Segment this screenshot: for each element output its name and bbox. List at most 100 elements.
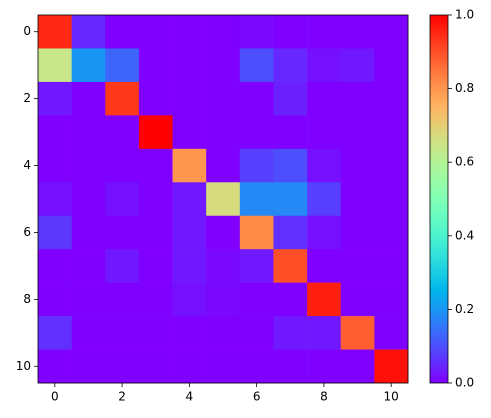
heatmap-cell bbox=[273, 48, 308, 83]
heatmap-cell bbox=[71, 81, 106, 116]
heatmap-cell bbox=[374, 316, 409, 350]
heatmap-cell bbox=[374, 81, 409, 116]
heatmap-cell bbox=[105, 48, 140, 83]
heatmap-cell bbox=[374, 282, 409, 317]
y-tick-label: 2 bbox=[23, 91, 31, 105]
heatmap-cell bbox=[138, 316, 173, 350]
heatmap-cell bbox=[206, 349, 241, 384]
heatmap-cell bbox=[105, 282, 140, 317]
heatmap-cell bbox=[172, 282, 207, 317]
heatmap-cell bbox=[38, 182, 72, 217]
y-tick-label: 4 bbox=[23, 158, 31, 172]
heatmap-cell bbox=[374, 182, 409, 217]
heatmap-cell bbox=[340, 115, 375, 150]
heatmap-cell bbox=[206, 15, 241, 49]
colorbar-tick-label: 0.0 bbox=[455, 376, 474, 390]
heatmap-cell bbox=[105, 182, 140, 217]
heatmap-cell bbox=[239, 316, 274, 350]
heatmap-cell bbox=[105, 115, 140, 150]
heatmap-cell bbox=[172, 148, 207, 183]
colorbar-tick-label: 1.0 bbox=[455, 8, 474, 22]
heatmap-cell bbox=[340, 15, 375, 49]
heatmap-cell bbox=[239, 15, 274, 49]
heatmap-cell bbox=[38, 48, 72, 83]
heatmap-cell bbox=[71, 148, 106, 183]
heatmap-cell bbox=[105, 249, 140, 283]
heatmap-cell bbox=[374, 249, 409, 283]
heatmap-cell bbox=[273, 182, 308, 217]
heatmap-cell bbox=[307, 349, 342, 384]
heatmap-cell bbox=[307, 215, 342, 250]
heatmap-cell bbox=[340, 215, 375, 250]
heatmap-cell bbox=[307, 115, 342, 150]
heatmap-cell bbox=[340, 182, 375, 217]
y-tick-label: 0 bbox=[23, 24, 31, 38]
heatmap-cell bbox=[105, 349, 140, 384]
heatmap-cell bbox=[38, 282, 72, 317]
heatmap-cell bbox=[71, 115, 106, 150]
heatmap-cell bbox=[206, 282, 241, 317]
heatmap-cell bbox=[38, 249, 72, 283]
heatmap-cell bbox=[239, 182, 274, 217]
heatmap-cell bbox=[206, 215, 241, 250]
colorbar-tick-label: 0.8 bbox=[455, 81, 474, 95]
heatmap-cell bbox=[239, 249, 274, 283]
colorbar-tick-label: 0.6 bbox=[455, 155, 474, 169]
heatmap-cell bbox=[172, 115, 207, 150]
heatmap-cell bbox=[38, 115, 72, 150]
heatmap-cell bbox=[138, 182, 173, 217]
heatmap-cell bbox=[307, 15, 342, 49]
heatmap-cell bbox=[138, 148, 173, 183]
heatmap-cell bbox=[340, 148, 375, 183]
x-tick-label: 8 bbox=[320, 390, 328, 404]
heatmap-cell bbox=[138, 81, 173, 116]
heatmap-cell bbox=[172, 15, 207, 49]
heatmap-cell bbox=[273, 81, 308, 116]
heatmap-cell bbox=[105, 15, 140, 49]
heatmap-cell bbox=[71, 349, 106, 384]
heatmap-cell bbox=[105, 215, 140, 250]
heatmap-cell bbox=[307, 81, 342, 116]
heatmap-cell bbox=[172, 182, 207, 217]
heatmap-cell bbox=[172, 249, 207, 283]
heatmap-cell bbox=[172, 215, 207, 250]
heatmap-cell bbox=[307, 282, 342, 317]
heatmap-cell bbox=[172, 81, 207, 116]
heatmap-cell bbox=[71, 316, 106, 350]
heatmap-cell bbox=[239, 148, 274, 183]
heatmap-cell bbox=[38, 81, 72, 116]
heatmap-cell bbox=[38, 215, 72, 250]
heatmap-cell bbox=[273, 316, 308, 350]
heatmap-cell bbox=[374, 148, 409, 183]
heatmap-cell bbox=[206, 249, 241, 283]
heatmap-cell bbox=[38, 148, 72, 183]
heatmap-cell bbox=[71, 215, 106, 250]
heatmap-cell bbox=[38, 349, 72, 384]
heatmap-cell bbox=[206, 115, 241, 150]
heatmap-cell bbox=[105, 148, 140, 183]
heatmap-cell bbox=[307, 182, 342, 217]
heatmap-cell bbox=[273, 249, 308, 283]
heatmap-cell bbox=[273, 148, 308, 183]
heatmap-cell bbox=[239, 282, 274, 317]
heatmap-cell bbox=[239, 349, 274, 384]
y-tick-label: 10 bbox=[16, 359, 31, 373]
x-tick-label: 4 bbox=[186, 390, 194, 404]
heatmap-cell bbox=[340, 81, 375, 116]
heatmap-cell bbox=[172, 349, 207, 384]
heatmap-cell bbox=[206, 316, 241, 350]
heatmap-cell bbox=[138, 48, 173, 83]
heatmap-cell bbox=[138, 349, 173, 384]
heatmap-cell bbox=[307, 148, 342, 183]
heatmap-cell bbox=[307, 249, 342, 283]
heatmap-cell bbox=[307, 316, 342, 350]
colorbar-tick-label: 0.4 bbox=[455, 228, 474, 242]
heatmap-cell bbox=[206, 148, 241, 183]
heatmap-cell bbox=[239, 115, 274, 150]
heatmap-cell bbox=[239, 81, 274, 116]
heatmap-cell bbox=[138, 282, 173, 317]
heatmap-cell bbox=[340, 349, 375, 384]
x-tick-label: 10 bbox=[384, 390, 399, 404]
heatmap-cell bbox=[206, 48, 241, 83]
